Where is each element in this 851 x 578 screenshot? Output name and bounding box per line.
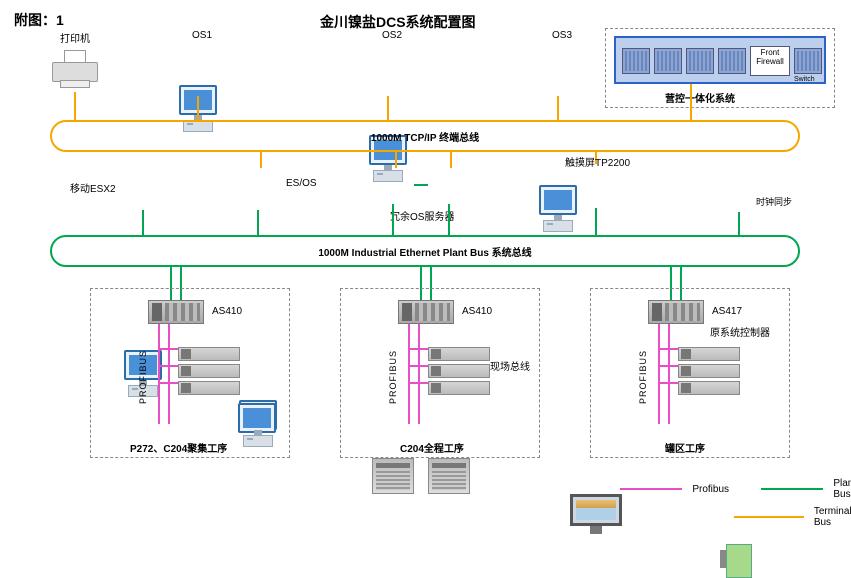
conn-p3 [392,204,394,237]
terminal-bus-label: 1000M TCP/IP 终端总线 [371,129,479,144]
io-module-icon [428,381,490,395]
printer-icon [50,50,100,90]
plc1-profibus-label: PROFIBUS [138,350,148,404]
plc2-pb1 [408,324,410,424]
plc2-pb2 [418,324,420,424]
plc3-profibus-label: PROFIBUS [638,350,648,404]
main-title: 金川镍盐DCS系统配置图 [320,12,476,32]
touchscreen-icon [570,494,622,534]
plant-bus-label: 1000M Industrial Ethernet Plant Bus 系统总线 [318,244,531,259]
terminal-bus: 1000M TCP/IP 终端总线 [50,120,800,152]
plant-bus: 1000M Industrial Ethernet Plant Bus 系统总线 [50,235,800,267]
os1-label: OS1 [192,30,212,41]
plc2-profibus-label: PROFIBUS [388,350,398,404]
conn-p5 [595,208,597,237]
plc2-caption: C204全程工序 [400,440,464,455]
io-module-icon [178,381,240,395]
conn-mid2 [395,150,397,168]
conn-os3 [557,96,559,122]
plc1-pb2 [168,324,170,424]
switch-label: Switch [794,76,815,83]
os3-icon [535,185,581,235]
legend-row-terminal: Terminal Bus [734,506,851,528]
legend-plant-label: Plant Bus [833,478,851,500]
plc3-pb1 [658,324,660,424]
conn-os2 [387,96,389,122]
server-link [414,184,428,186]
os2-label: OS2 [382,30,402,41]
firewall-panel: Front Firewall Switch [614,36,826,84]
conn-p6 [738,212,740,237]
es-os-label: ES/OS [286,178,317,189]
conn-p4 [448,204,450,237]
plc2-as [398,300,454,324]
io-module-icon [178,364,240,378]
io-module-icon [678,347,740,361]
legend-row-profibus: Profibus Plant Bus [620,478,851,500]
io-module-icon [428,364,490,378]
plc1-caption: P272、C204聚集工序 [130,440,227,455]
attachment-label: 附图：1 [14,10,64,30]
conn-printer [74,92,76,122]
plc1-as [148,300,204,324]
dcs-diagram: 附图：1 金川镍盐DCS系统配置图 打印机 OS1 OS2 OS3 Front … [0,0,851,533]
clock-sync-icon [726,544,752,578]
conn-p2 [257,210,259,237]
plc2-bus-note: 现场总线 [490,358,530,373]
firewall-sub-label: 营控一体化系统 [665,90,735,105]
io-module-icon [678,381,740,395]
conn-mid1 [260,150,262,168]
plc3-as [648,300,704,324]
io-module-icon [428,347,490,361]
plc2-as-label: AS410 [462,306,492,317]
plc3-bus-note: 原系统控制器 [710,324,770,339]
legend-terminal-label: Terminal Bus [814,506,851,528]
firewall-label: Front Firewall [750,46,790,76]
plc1-as-label: AS410 [212,306,242,317]
legend-profibus-label: Profibus [692,484,729,495]
os3-label: OS3 [552,30,572,41]
mobile-es-label: 移动ESX2 [70,180,116,195]
conn-p1 [142,210,144,237]
servers-label: 冗余OS服务器 [390,208,454,223]
redundant-servers-icon [372,458,472,494]
io-module-icon [178,347,240,361]
io-module-icon [678,364,740,378]
conn-mid3 [450,150,452,168]
touch-label: 触摸屏TP2200 [565,154,630,169]
printer-label: 打印机 [60,30,90,45]
conn-os1 [197,96,199,122]
plc3-pb2 [668,324,670,424]
plc3-caption: 罐区工序 [665,440,705,455]
conn-firewall [690,84,692,122]
plc3-as-label: AS417 [712,306,742,317]
plc1-pb1 [158,324,160,424]
clock-label: 时钟同步 [756,195,792,208]
legend: Profibus Plant Bus Terminal Bus [620,478,851,528]
